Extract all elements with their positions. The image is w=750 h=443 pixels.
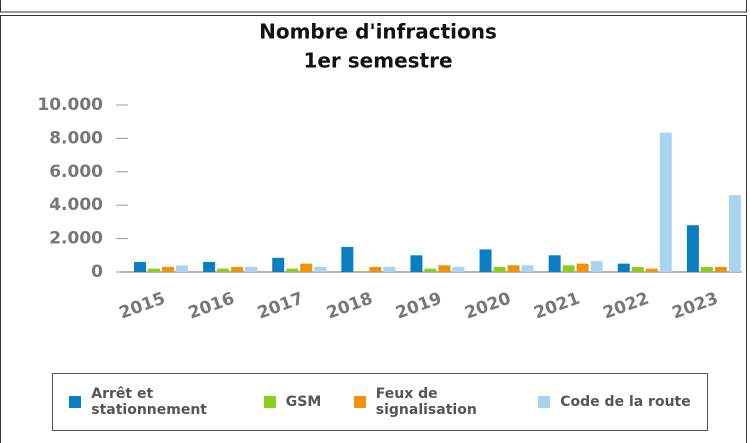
bar xyxy=(314,266,327,272)
x-tick-label: 2018 xyxy=(324,289,375,324)
bar xyxy=(479,249,492,272)
bar xyxy=(590,261,603,272)
bar xyxy=(176,265,188,272)
legend: Arrêt et stationnement GSM Feux de signali… xyxy=(52,373,708,431)
x-tick-label: 2020 xyxy=(462,289,513,324)
chart-title: Nombre d'infractions xyxy=(259,20,497,44)
x-tick-label: 2021 xyxy=(531,289,582,324)
legend-label: Code de la route xyxy=(560,394,691,410)
legend-item: Arrêt et stationnement xyxy=(69,386,231,418)
legend-item: GSM xyxy=(263,394,322,410)
bar xyxy=(700,266,713,272)
bar xyxy=(341,246,354,272)
legend-item: Feux de signalisation xyxy=(353,386,506,418)
bar xyxy=(452,266,465,272)
bar xyxy=(134,261,146,272)
legend-swatch xyxy=(69,396,82,408)
y-tick-label: 2.000 xyxy=(49,229,103,249)
legend-label: Arrêt et stationnement xyxy=(91,386,208,418)
x-tick-label: 2019 xyxy=(393,289,444,324)
bar xyxy=(272,257,285,272)
bar xyxy=(438,265,451,272)
bar xyxy=(217,268,230,272)
bar xyxy=(203,261,216,272)
bar xyxy=(714,266,727,272)
y-tick-label: 10.000 xyxy=(37,95,103,115)
chart-subtitle: 1er semestre xyxy=(303,49,452,73)
bar xyxy=(369,266,382,272)
bar xyxy=(659,132,672,272)
bar xyxy=(355,271,368,272)
legend-swatch xyxy=(538,396,551,408)
bar xyxy=(300,263,313,272)
x-tick-label: 2016 xyxy=(186,289,237,324)
y-tick-label: 8.000 xyxy=(49,128,103,148)
x-tick-label: 2015 xyxy=(117,289,168,324)
y-tick-label: 4.000 xyxy=(49,195,103,215)
legend-label: GSM xyxy=(285,394,322,410)
legend-label: Feux de signalisation xyxy=(375,386,477,418)
bar xyxy=(548,255,561,272)
bar xyxy=(245,266,258,272)
bar xyxy=(231,266,244,272)
bar xyxy=(493,266,506,272)
top-frame xyxy=(0,0,747,13)
chart-frame xyxy=(0,15,747,443)
x-tick-label: 2023 xyxy=(670,289,721,324)
bar xyxy=(631,266,644,272)
bar xyxy=(576,263,589,272)
bar xyxy=(507,265,520,272)
legend-swatch xyxy=(353,396,366,408)
legend-item: Code de la route xyxy=(538,394,691,410)
x-tick-label: 2022 xyxy=(600,289,651,324)
bar xyxy=(521,265,534,272)
bar xyxy=(424,268,437,272)
x-tick-label: 2017 xyxy=(255,289,306,324)
bar xyxy=(286,268,299,272)
bar xyxy=(148,268,160,272)
legend-swatch xyxy=(263,396,276,408)
bar xyxy=(686,225,699,272)
y-tick-label: 0 xyxy=(91,262,103,282)
bar xyxy=(645,268,658,272)
y-tick-label: 6.000 xyxy=(49,162,103,182)
bar xyxy=(617,263,630,272)
bar xyxy=(162,266,174,272)
bar xyxy=(562,265,575,272)
bar xyxy=(383,266,396,272)
bar xyxy=(410,255,423,272)
bar xyxy=(728,195,741,272)
